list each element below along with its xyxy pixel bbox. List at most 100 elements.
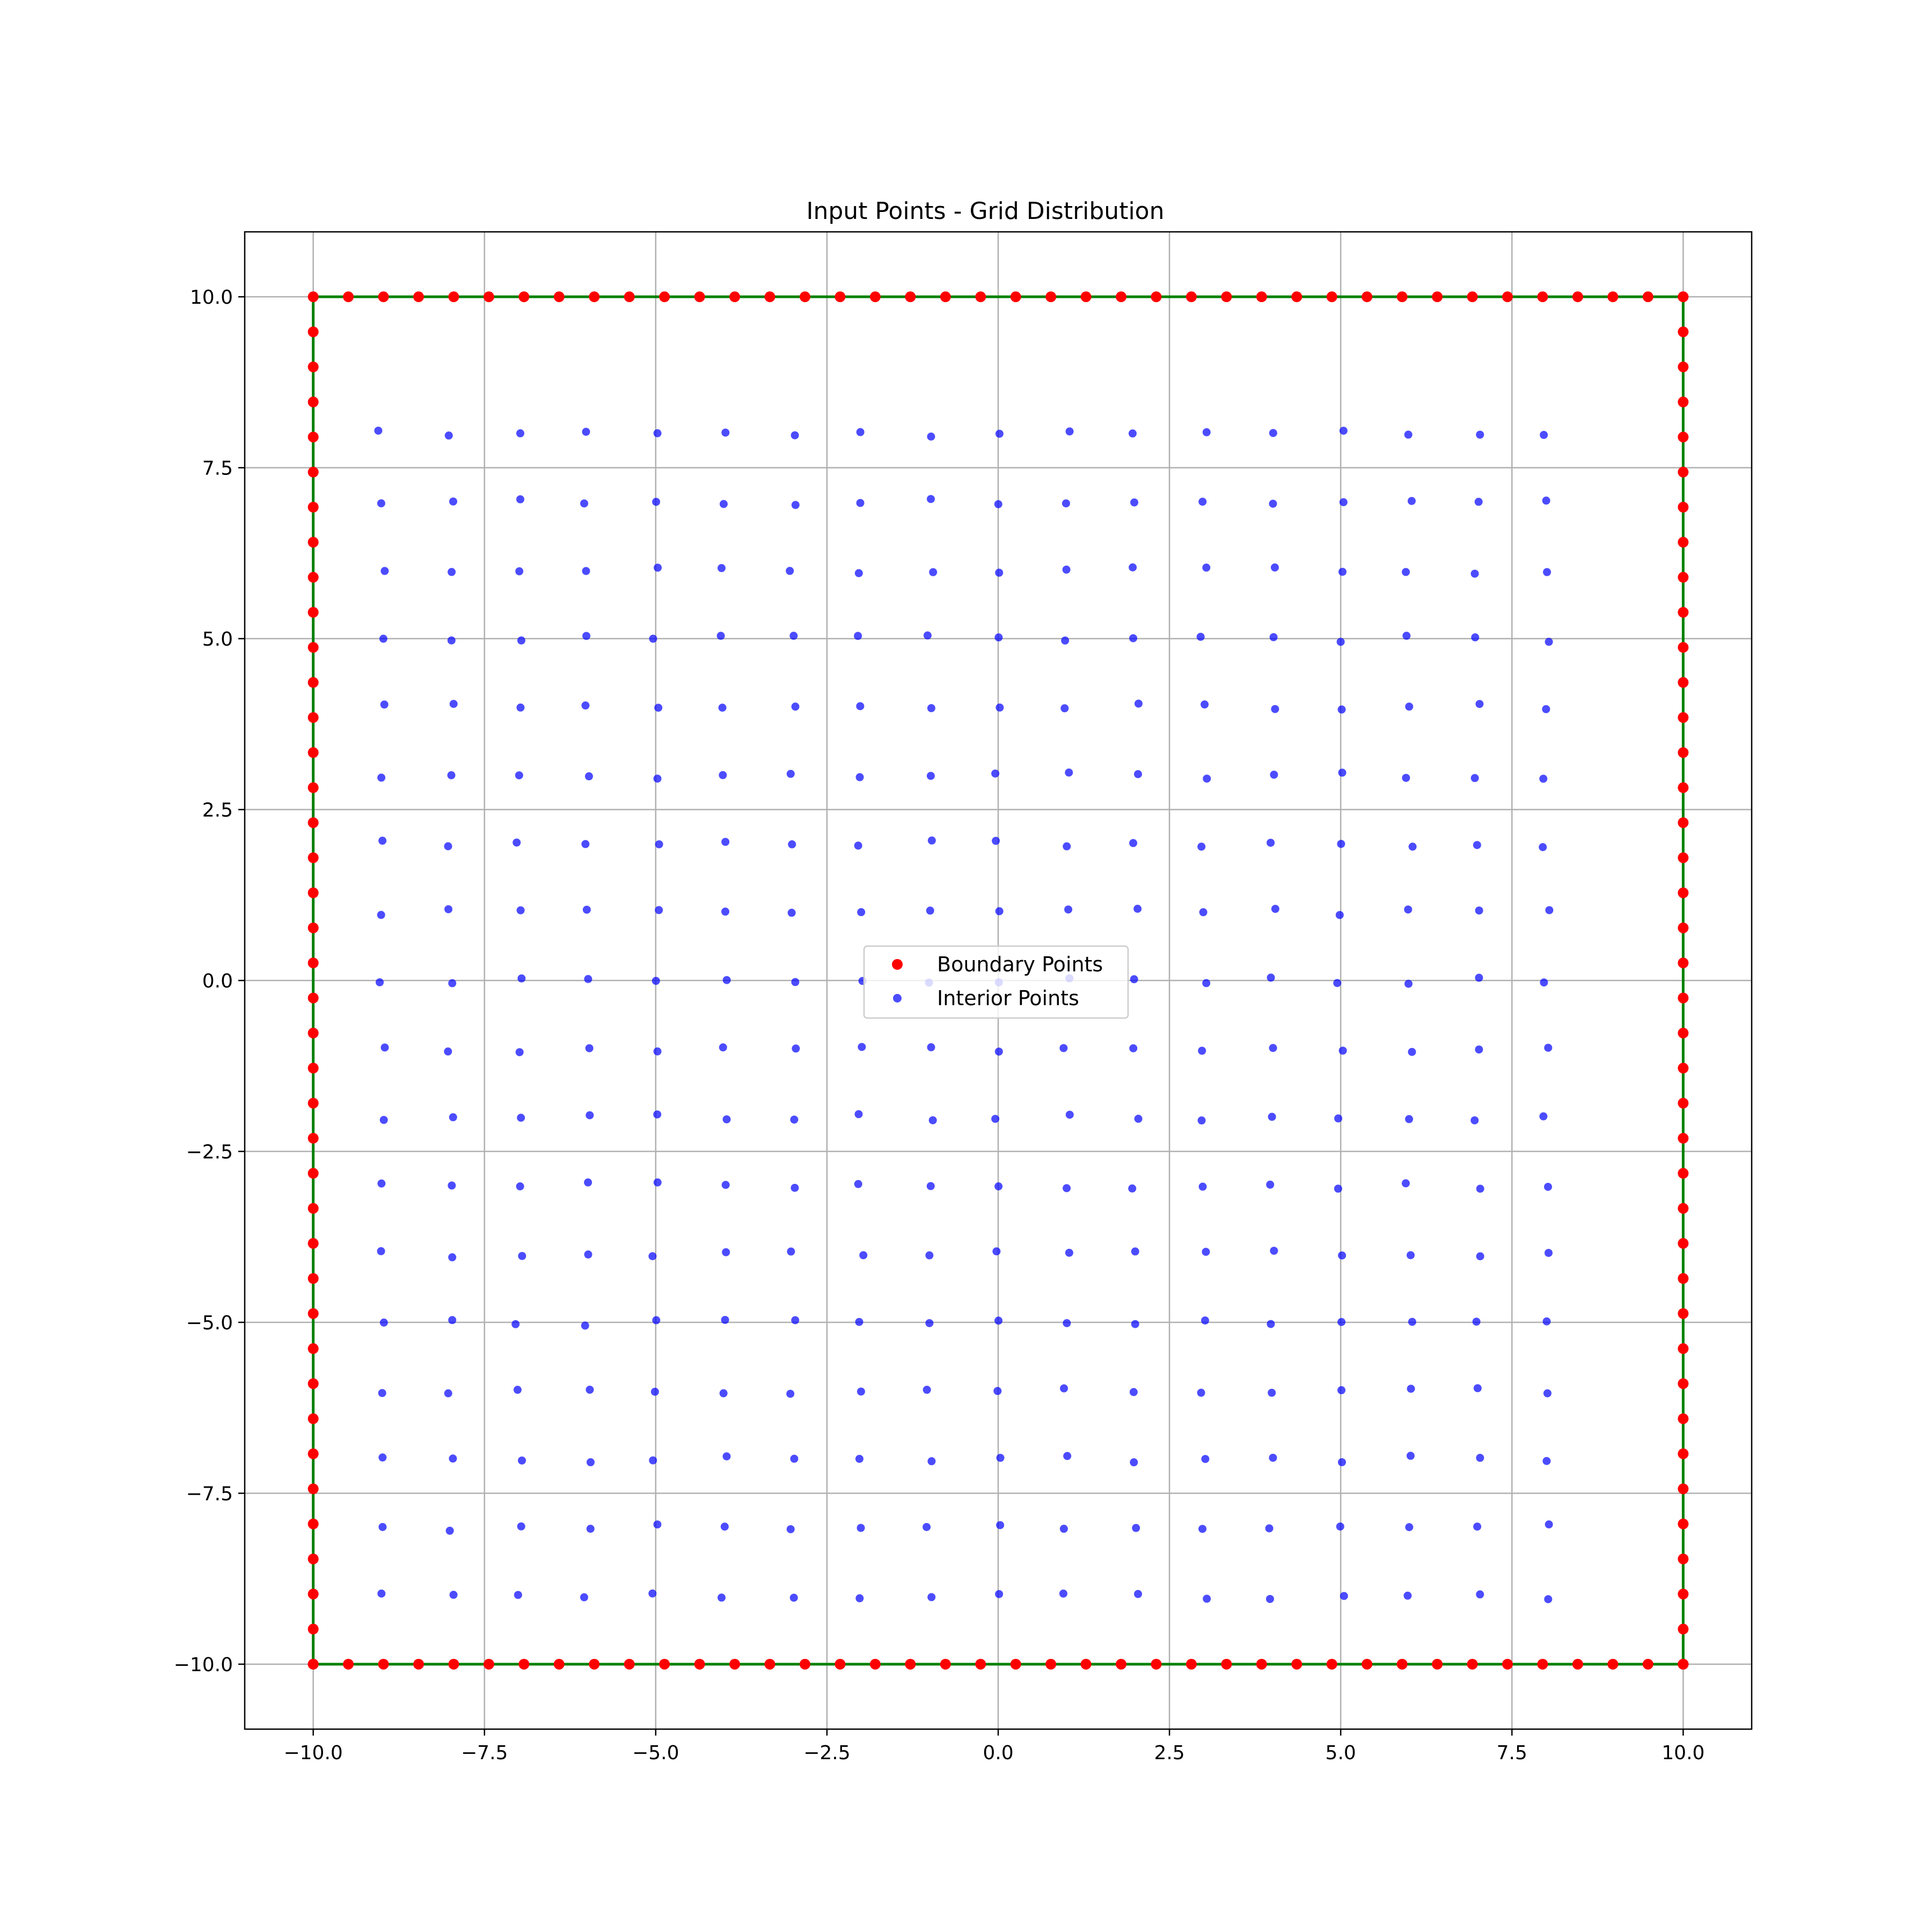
interior-point: [447, 636, 456, 645]
interior-point: [1336, 1522, 1344, 1531]
interior-point: [1131, 1247, 1139, 1256]
interior-point: [858, 1043, 866, 1051]
interior-point: [449, 497, 457, 506]
interior-point: [1339, 498, 1348, 507]
interior-point: [581, 840, 590, 848]
interior-point: [1063, 1319, 1071, 1327]
boundary-point: [378, 291, 389, 303]
interior-point: [586, 1386, 594, 1394]
interior-point: [994, 1182, 1003, 1191]
boundary-point: [308, 642, 319, 653]
interior-point: [1333, 979, 1342, 987]
interior-point: [377, 499, 385, 508]
x-tick-label: −2.5: [803, 1742, 850, 1764]
interior-point: [1202, 564, 1211, 572]
interior-point: [719, 500, 728, 508]
y-tick-label: −7.5: [186, 1483, 233, 1505]
interior-point: [1269, 1453, 1277, 1462]
interior-point: [515, 771, 523, 780]
boundary-point: [1607, 1658, 1619, 1670]
interior-point: [379, 634, 387, 643]
interior-point: [380, 567, 389, 575]
boundary-point: [483, 291, 494, 303]
interior-point: [926, 906, 934, 915]
interior-point: [1130, 1458, 1138, 1467]
interior-point: [857, 908, 866, 917]
boundary-point: [308, 1132, 319, 1144]
interior-point: [1403, 1591, 1412, 1600]
boundary-point: [1678, 1168, 1689, 1179]
interior-point: [377, 911, 385, 919]
interior-point: [928, 1116, 937, 1124]
boundary-point: [308, 922, 319, 933]
interior-point: [1334, 1184, 1342, 1193]
legend-label-interior: Interior Points: [937, 986, 1079, 1010]
boundary-point: [869, 1658, 881, 1670]
y-tick-label: 5.0: [202, 628, 233, 650]
interior-point: [791, 978, 800, 986]
interior-point: [1335, 911, 1344, 919]
interior-point: [786, 1389, 795, 1398]
boundary-point: [343, 291, 354, 303]
interior-point: [1544, 1043, 1553, 1052]
interior-point: [925, 1319, 934, 1327]
axes-frame: [244, 231, 1753, 1730]
interior-point: [511, 1320, 520, 1328]
interior-point: [857, 1387, 865, 1396]
interior-point: [996, 703, 1004, 712]
interior-point: [650, 1387, 659, 1396]
boundary-point: [589, 1658, 600, 1670]
interior-point: [444, 905, 453, 913]
interior-point: [449, 1113, 457, 1122]
interior-point: [584, 1178, 592, 1187]
interior-point: [1129, 563, 1137, 572]
interior-point: [449, 700, 458, 708]
interior-point: [1061, 636, 1070, 645]
boundary-point: [308, 431, 319, 443]
interior-point: [1133, 904, 1142, 913]
interior-point: [1539, 843, 1547, 851]
interior-point: [1475, 1045, 1483, 1054]
interior-point: [448, 979, 457, 987]
boundary-point: [1537, 1658, 1548, 1670]
interior-point: [517, 1522, 525, 1531]
boundary-point: [1291, 291, 1302, 303]
interior-point: [448, 568, 456, 576]
boundary-point: [483, 1658, 494, 1670]
interior-point: [1476, 1453, 1484, 1462]
boundary-point: [1678, 782, 1689, 793]
boundary-point: [308, 1238, 319, 1249]
boundary-point: [1642, 291, 1653, 303]
y-tick-label: −5.0: [186, 1312, 233, 1334]
interior-point: [1065, 769, 1073, 777]
interior-point: [584, 1250, 592, 1259]
boundary-point: [1678, 1132, 1689, 1144]
interior-point: [1065, 1110, 1074, 1119]
interior-point: [926, 1182, 935, 1190]
boundary-point: [1678, 642, 1689, 653]
interior-point: [1338, 1251, 1346, 1260]
boundary-point: [1678, 1623, 1689, 1635]
interior-point: [996, 1521, 1005, 1529]
interior-point: [719, 1389, 728, 1397]
interior-point: [449, 1454, 457, 1463]
y-tick-label: 7.5: [202, 458, 233, 480]
interior-point: [517, 636, 525, 645]
boundary-point: [308, 1483, 319, 1495]
interior-point: [1408, 1318, 1416, 1326]
boundary-point: [1678, 817, 1689, 828]
boundary-point: [1326, 1658, 1337, 1670]
interior-point: [1198, 1525, 1207, 1533]
boundary-point: [308, 1027, 319, 1038]
interior-point: [1337, 1318, 1346, 1326]
interior-point: [581, 701, 590, 710]
interior-point: [1475, 700, 1484, 708]
boundary-point: [1678, 957, 1689, 969]
interior-point: [789, 1593, 798, 1602]
boundary-point: [905, 291, 916, 303]
boundary-point: [1116, 291, 1127, 303]
boundary-point: [694, 291, 705, 303]
interior-point: [995, 568, 1004, 577]
boundary-point: [378, 1658, 389, 1670]
boundary-point: [1678, 361, 1689, 372]
